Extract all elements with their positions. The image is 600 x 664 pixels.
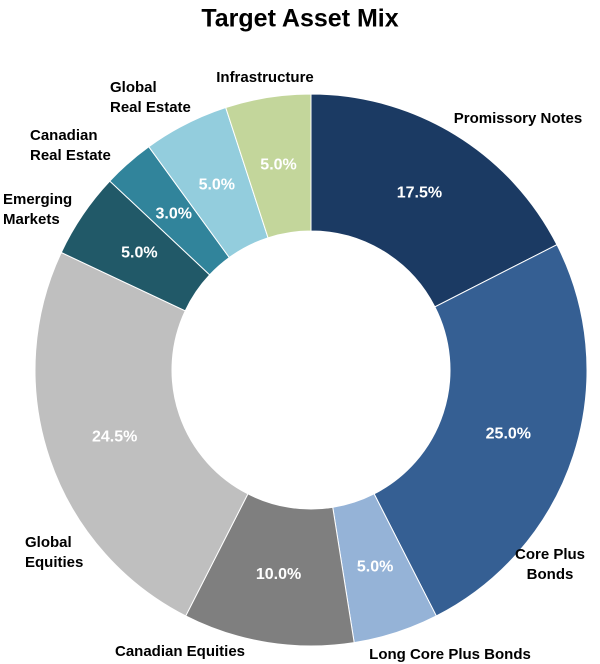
category-label: Infrastructure <box>216 69 314 86</box>
category-label: Emerging Markets <box>3 191 72 228</box>
category-label: Global Real Estate <box>110 79 191 116</box>
value-label: 5.0% <box>121 245 157 262</box>
category-label: Promissory Notes <box>454 110 582 127</box>
value-label: 5.0% <box>357 559 393 576</box>
category-label: Canadian Real Estate <box>30 127 111 164</box>
value-label: 17.5% <box>397 184 442 201</box>
chart-title: Target Asset Mix <box>201 5 398 33</box>
category-label: Long Core Plus Bonds <box>369 646 531 663</box>
category-label: Global Equities <box>25 534 83 571</box>
slice <box>310 93 558 308</box>
category-label: Core Plus Bonds <box>515 546 585 583</box>
value-label: 5.0% <box>199 176 235 193</box>
value-label: 5.0% <box>260 156 296 173</box>
category-label: Canadian Equities <box>115 643 245 660</box>
value-label: 10.0% <box>256 566 301 583</box>
slice <box>225 93 312 239</box>
value-label: 3.0% <box>156 206 192 223</box>
value-label: 24.5% <box>92 428 137 445</box>
slice <box>373 244 588 617</box>
value-label: 25.0% <box>486 425 531 442</box>
slice <box>34 251 249 617</box>
